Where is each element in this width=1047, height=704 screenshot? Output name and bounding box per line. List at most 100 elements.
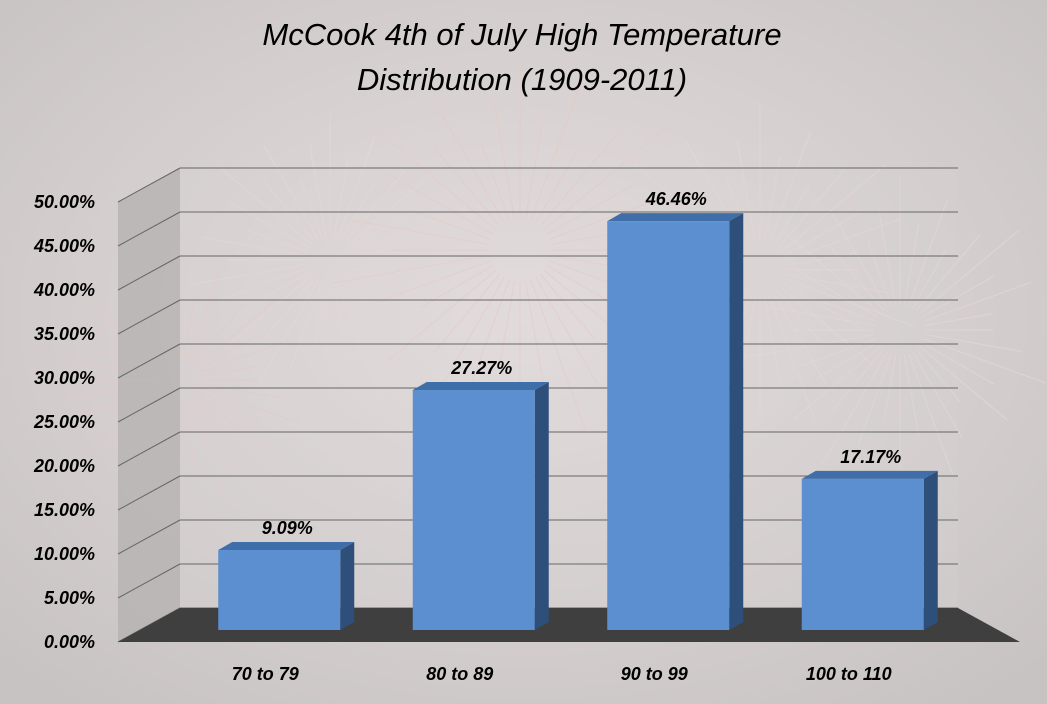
- firework-streak: [792, 345, 881, 421]
- plot-area: 0.00% 5.00% 10.00% 15.00% 20.00% 25.00% 30.00%…: [33, 167, 1020, 684]
- firework-streak: [333, 283, 349, 361]
- bar-side: [923, 470, 938, 630]
- firework-streak: [433, 146, 501, 227]
- firework-streak: [768, 131, 812, 245]
- firework-streak: [747, 333, 875, 358]
- gridline-side: [117, 255, 181, 291]
- firework-streak: [253, 271, 310, 305]
- data-label: 46.46%: [645, 189, 707, 209]
- bar: [218, 550, 341, 630]
- firework-streak: [350, 208, 419, 249]
- x-tick-label: 80 to 89: [426, 664, 493, 684]
- y-tick-label: 30.00%: [34, 368, 95, 388]
- firework-streak: [299, 177, 323, 238]
- firework-streak: [785, 278, 915, 327]
- y-tick-label: 45.00%: [33, 236, 95, 256]
- firework-streak: [186, 263, 307, 286]
- firework-streak: [387, 269, 497, 362]
- y-tick-label: 20.00%: [33, 456, 95, 476]
- firework-streak: [347, 274, 431, 345]
- y-tick-label: 40.00%: [33, 280, 95, 300]
- firework-streak: [350, 271, 419, 312]
- firework-streak: [772, 293, 827, 385]
- firework-streak: [725, 176, 752, 245]
- firework-streak: [539, 132, 619, 227]
- firework-streak: [331, 254, 490, 284]
- firework-streak: [411, 209, 491, 240]
- firework-streak: [189, 313, 220, 363]
- gridline-side: [117, 343, 181, 379]
- firework-streak: [867, 241, 892, 307]
- firework-streak: [183, 400, 197, 469]
- y-tick-label: 35.00%: [34, 324, 95, 344]
- gridline-side: [117, 475, 181, 511]
- firework-streak: [197, 389, 258, 426]
- firework-streak: [419, 265, 494, 309]
- bar: [412, 390, 535, 630]
- firework-streak: [467, 279, 510, 395]
- firework-streak: [386, 172, 494, 235]
- firework-streak: [479, 141, 510, 221]
- firework-streak: [792, 267, 879, 318]
- firework-streak: [492, 98, 516, 220]
- firework-streak: [353, 244, 417, 257]
- firework-streak: [218, 165, 313, 246]
- gridline-side: [117, 167, 181, 203]
- firework-streak: [193, 301, 247, 365]
- firework-streak: [183, 291, 197, 360]
- firework-streak: [925, 313, 993, 327]
- firework-streak: [195, 297, 278, 367]
- firework-streak: [530, 279, 586, 430]
- firework-streak: [189, 397, 232, 469]
- firework-streak: [829, 349, 885, 414]
- firework-streak: [433, 100, 505, 224]
- firework-streak: [263, 277, 316, 339]
- bar: [801, 478, 924, 630]
- firework-streak: [818, 342, 879, 378]
- firework-streak: [350, 219, 490, 246]
- firework-streak: [535, 149, 579, 224]
- gridline-side: [117, 211, 181, 247]
- firework-streak: [543, 126, 667, 231]
- firework-streak: [309, 144, 327, 237]
- bar-top: [218, 542, 355, 551]
- y-tick-label: 25.00%: [33, 412, 95, 432]
- firework-streak: [337, 136, 376, 238]
- firework-streak: [344, 170, 406, 243]
- gridline-side: [117, 299, 181, 335]
- firework-streak: [341, 280, 389, 362]
- firework-streak: [247, 229, 308, 253]
- firework-streak: [919, 345, 1008, 421]
- firework-streak: [912, 351, 963, 438]
- firework-streak: [925, 333, 1023, 353]
- firework-streak: [199, 340, 289, 374]
- firework-streak: [228, 201, 310, 249]
- data-label: 17.17%: [840, 447, 901, 467]
- firework-streak: [314, 283, 327, 347]
- firework-streak: [883, 355, 897, 423]
- firework-streak: [524, 280, 544, 383]
- firework-streak: [736, 140, 756, 244]
- firework-streak: [256, 280, 319, 387]
- gridline-side: [117, 431, 181, 467]
- firework-streak: [373, 126, 497, 231]
- firework-streak: [197, 334, 258, 371]
- chart-title-line-1: McCook 4th of July High Temperature: [262, 17, 781, 52]
- firework-streak: [829, 208, 888, 309]
- firework-streak: [530, 87, 580, 221]
- firework-streak: [229, 274, 313, 345]
- firework-streak: [539, 273, 595, 339]
- bar-top: [801, 470, 938, 479]
- x-tick-label: 100 to 110: [806, 664, 892, 684]
- data-label: 9.09%: [262, 518, 313, 538]
- firework-streak: [772, 183, 811, 247]
- bar: [607, 221, 730, 631]
- bar-top: [412, 382, 549, 391]
- firework-streak: [786, 252, 858, 266]
- firework-streak: [768, 295, 817, 425]
- firework-streak: [200, 383, 281, 399]
- firework-streak: [375, 260, 491, 303]
- firework-streak: [811, 297, 877, 322]
- y-tick-label: 10.00%: [34, 544, 95, 564]
